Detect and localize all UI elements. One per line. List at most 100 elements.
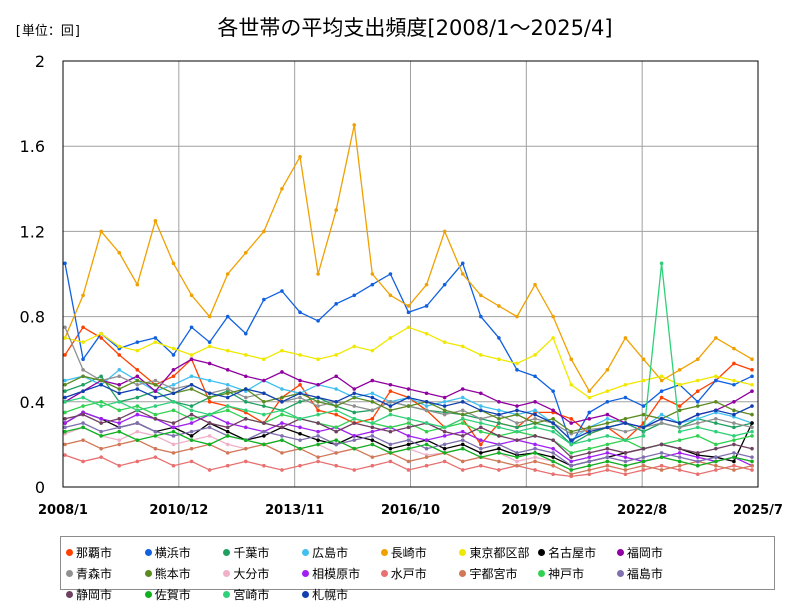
data-point: [388, 425, 393, 430]
legend-marker: [302, 549, 310, 556]
data-point: [442, 434, 447, 438]
data-point: [677, 459, 682, 464]
data-point: [533, 455, 537, 459]
data-point: [605, 417, 610, 421]
data-point: [225, 463, 230, 468]
data-point: [551, 459, 555, 464]
data-point: [316, 412, 320, 417]
data-point: [352, 391, 357, 396]
legend-label: 佐賀市: [154, 588, 191, 602]
data-point: [189, 353, 194, 357]
data-point: [515, 463, 519, 468]
data-point: [406, 434, 411, 438]
data-point: [479, 421, 483, 425]
data-point: [695, 425, 700, 430]
data-point: [605, 442, 610, 447]
data-point: [352, 123, 357, 127]
data-point: [479, 425, 483, 430]
data-point: [225, 391, 230, 396]
legend-marker: [616, 549, 624, 556]
data-point: [479, 446, 483, 451]
legend-label: 宇都宮市: [469, 567, 518, 581]
legend-label: 熊本市: [154, 567, 191, 581]
data-point: [497, 434, 501, 438]
data-point: [479, 463, 483, 468]
data-point: [117, 374, 122, 379]
data-point: [135, 368, 140, 372]
data-point: [695, 472, 700, 477]
data-point: [605, 463, 610, 468]
data-point: [316, 357, 320, 362]
data-point: [135, 348, 140, 353]
data-point: [207, 378, 212, 383]
plot-border: [62, 60, 759, 488]
data-point: [189, 404, 194, 408]
legend-item: 相模原市: [302, 563, 381, 584]
data-point: [280, 434, 284, 438]
data-point: [316, 382, 320, 387]
data-point: [533, 421, 537, 425]
data-point: [732, 400, 736, 404]
data-point: [117, 438, 122, 442]
data-point: [171, 425, 176, 430]
data-point: [135, 408, 140, 413]
data-point: [659, 261, 664, 266]
data-point: [117, 425, 122, 430]
data-point: [171, 261, 176, 266]
data-point: [551, 389, 555, 393]
data-point: [153, 417, 158, 421]
legend-item: 那覇市: [66, 542, 145, 563]
data-point: [225, 395, 230, 400]
data-point: [135, 382, 140, 387]
data-point: [171, 429, 176, 434]
data-point: [388, 389, 393, 393]
data-point: [63, 382, 67, 387]
data-point: [189, 387, 194, 391]
data-point: [99, 455, 103, 459]
data-point: [171, 442, 176, 447]
data-point: [497, 421, 501, 425]
data-point: [171, 451, 176, 455]
y-tick-label: 1.6: [20, 137, 45, 156]
legend-marker: [380, 570, 388, 577]
data-point: [605, 368, 610, 372]
data-point: [406, 310, 411, 315]
data-point: [497, 336, 501, 340]
data-point: [750, 434, 754, 438]
data-point: [81, 404, 85, 408]
data-point: [551, 455, 555, 459]
data-point: [695, 357, 700, 362]
data-point: [117, 429, 122, 434]
data-point: [243, 459, 248, 464]
data-point: [677, 451, 682, 455]
legend-marker: [66, 549, 73, 556]
data-point: [334, 353, 338, 357]
chart-title: 各世帯の平均支出頻度[2008/1～2025/4]: [217, 16, 613, 40]
data-point: [171, 421, 176, 425]
data-point: [424, 438, 429, 442]
x-tick-label: 2019/9: [501, 503, 551, 518]
data-point: [370, 442, 375, 447]
data-point: [81, 459, 85, 464]
data-point: [605, 389, 610, 393]
legend-item: 宮崎市: [223, 584, 302, 605]
data-point: [551, 314, 555, 319]
data-point: [695, 389, 700, 393]
data-point: [298, 417, 302, 421]
data-point: [117, 368, 122, 372]
series-19: [63, 382, 754, 442]
data-point: [641, 463, 646, 468]
data-point: [460, 412, 465, 417]
data-point: [714, 378, 718, 383]
data-point: [623, 382, 628, 387]
data-point: [243, 331, 248, 336]
data-point: [117, 250, 122, 255]
data-point: [243, 374, 248, 379]
data-point: [732, 442, 736, 447]
data-point: [479, 455, 483, 459]
data-point: [732, 455, 736, 459]
data-point: [225, 425, 230, 430]
data-point: [442, 429, 447, 434]
data-point: [515, 451, 519, 455]
data-point: [677, 455, 682, 459]
